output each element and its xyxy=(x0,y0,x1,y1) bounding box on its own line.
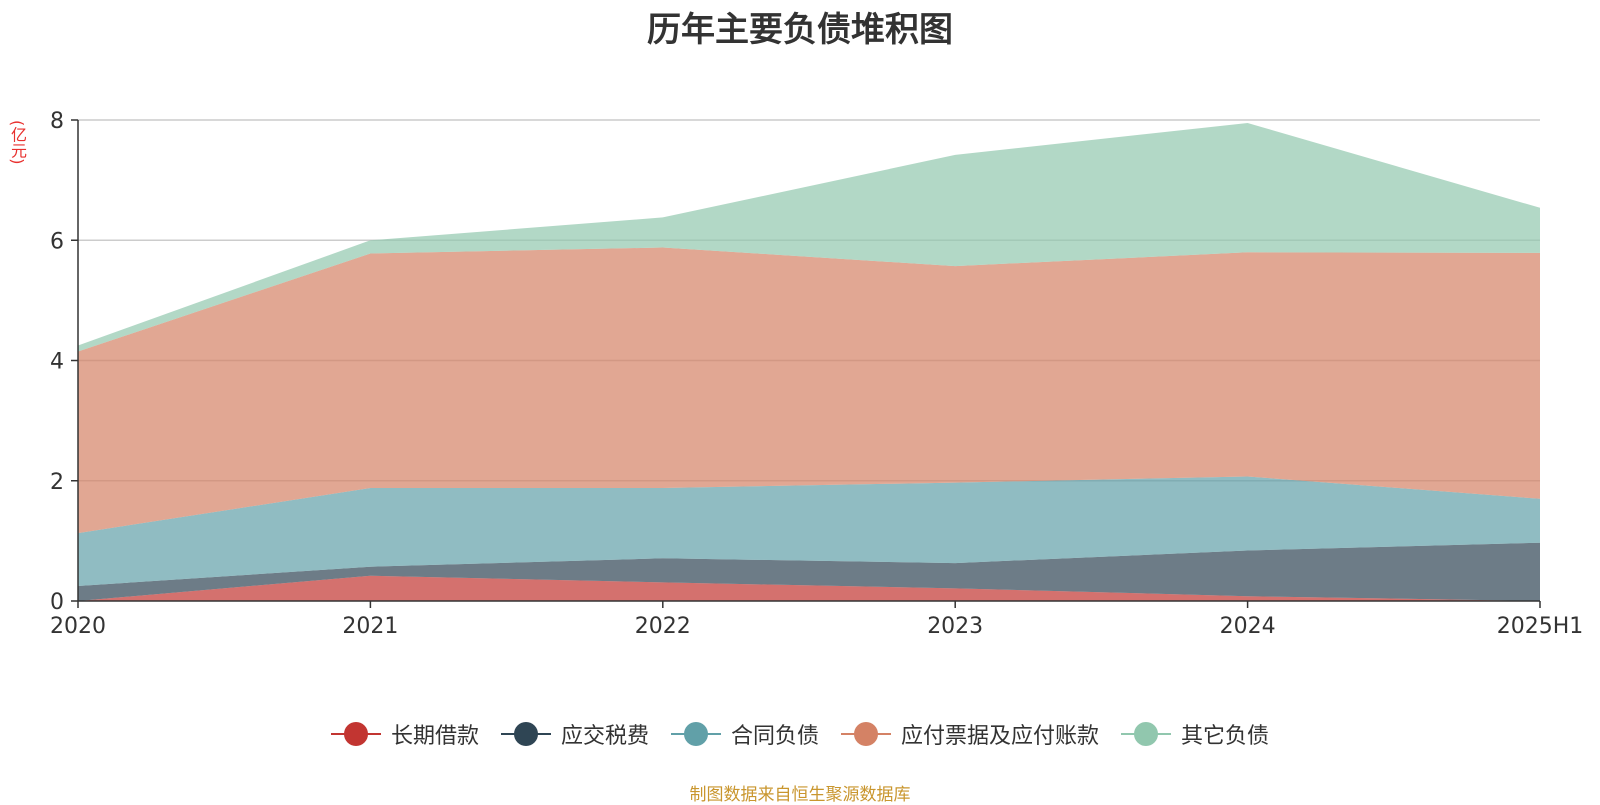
legend-marker-icon xyxy=(500,722,551,746)
axes xyxy=(71,119,1541,608)
y-tick-label: 0 xyxy=(50,590,64,615)
legend-marker-icon xyxy=(670,722,721,746)
x-tick-label: 2022 xyxy=(635,614,691,639)
area-series xyxy=(78,123,1540,601)
legend-label: 其它负债 xyxy=(1181,724,1270,749)
legend-marker-icon xyxy=(330,722,381,746)
data-source-note: 制图数据来自恒生聚源数据库 xyxy=(689,785,911,805)
x-tick-label: 2025H1 xyxy=(1497,614,1584,639)
legend-label: 长期借款 xyxy=(390,724,479,749)
legend-label: 应付票据及应付账款 xyxy=(901,724,1100,749)
legend-marker-icon xyxy=(841,722,891,746)
area-应交税费 xyxy=(78,542,1540,601)
y-tick-label: 6 xyxy=(50,229,64,254)
legend-item[interactable]: 应交税费 xyxy=(500,718,649,750)
legend-item[interactable]: 长期借款 xyxy=(330,718,479,750)
legend-item[interactable]: 其它负债 xyxy=(1121,718,1269,750)
area-长期借款 xyxy=(78,575,1540,601)
x-tick-label: 2021 xyxy=(342,614,398,639)
x-tick-label: 2023 xyxy=(927,614,983,639)
legend-marker-icon xyxy=(1121,722,1172,746)
legend-item[interactable]: 应付票据及应付账款 xyxy=(841,718,1099,750)
legend-label: 合同负债 xyxy=(730,724,819,749)
x-tick-label: 2020 xyxy=(50,614,106,639)
y-tick-label: 8 xyxy=(50,109,64,134)
chart-title: 历年主要负债堆积图 xyxy=(647,10,953,50)
legend-label: 应交税费 xyxy=(560,724,649,749)
area-其它负债 xyxy=(78,123,1540,352)
legend: 长期借款 应交税费 合同负债 应付票据及应付账款 其它负债 xyxy=(0,718,1600,750)
x-tick-label: 2024 xyxy=(1220,614,1276,639)
y-unit-label: (亿元) xyxy=(8,120,27,165)
legend-item[interactable]: 合同负债 xyxy=(670,718,819,750)
y-tick-label: 2 xyxy=(50,470,64,495)
area-应付票据及应付账款 xyxy=(78,247,1540,534)
y-tick-label: 4 xyxy=(50,350,64,375)
tick-labels: 0 2 4 6 8 2020 2021 2022 2023 2024 2025H1 xyxy=(50,109,1583,639)
area-合同负债 xyxy=(78,476,1540,586)
